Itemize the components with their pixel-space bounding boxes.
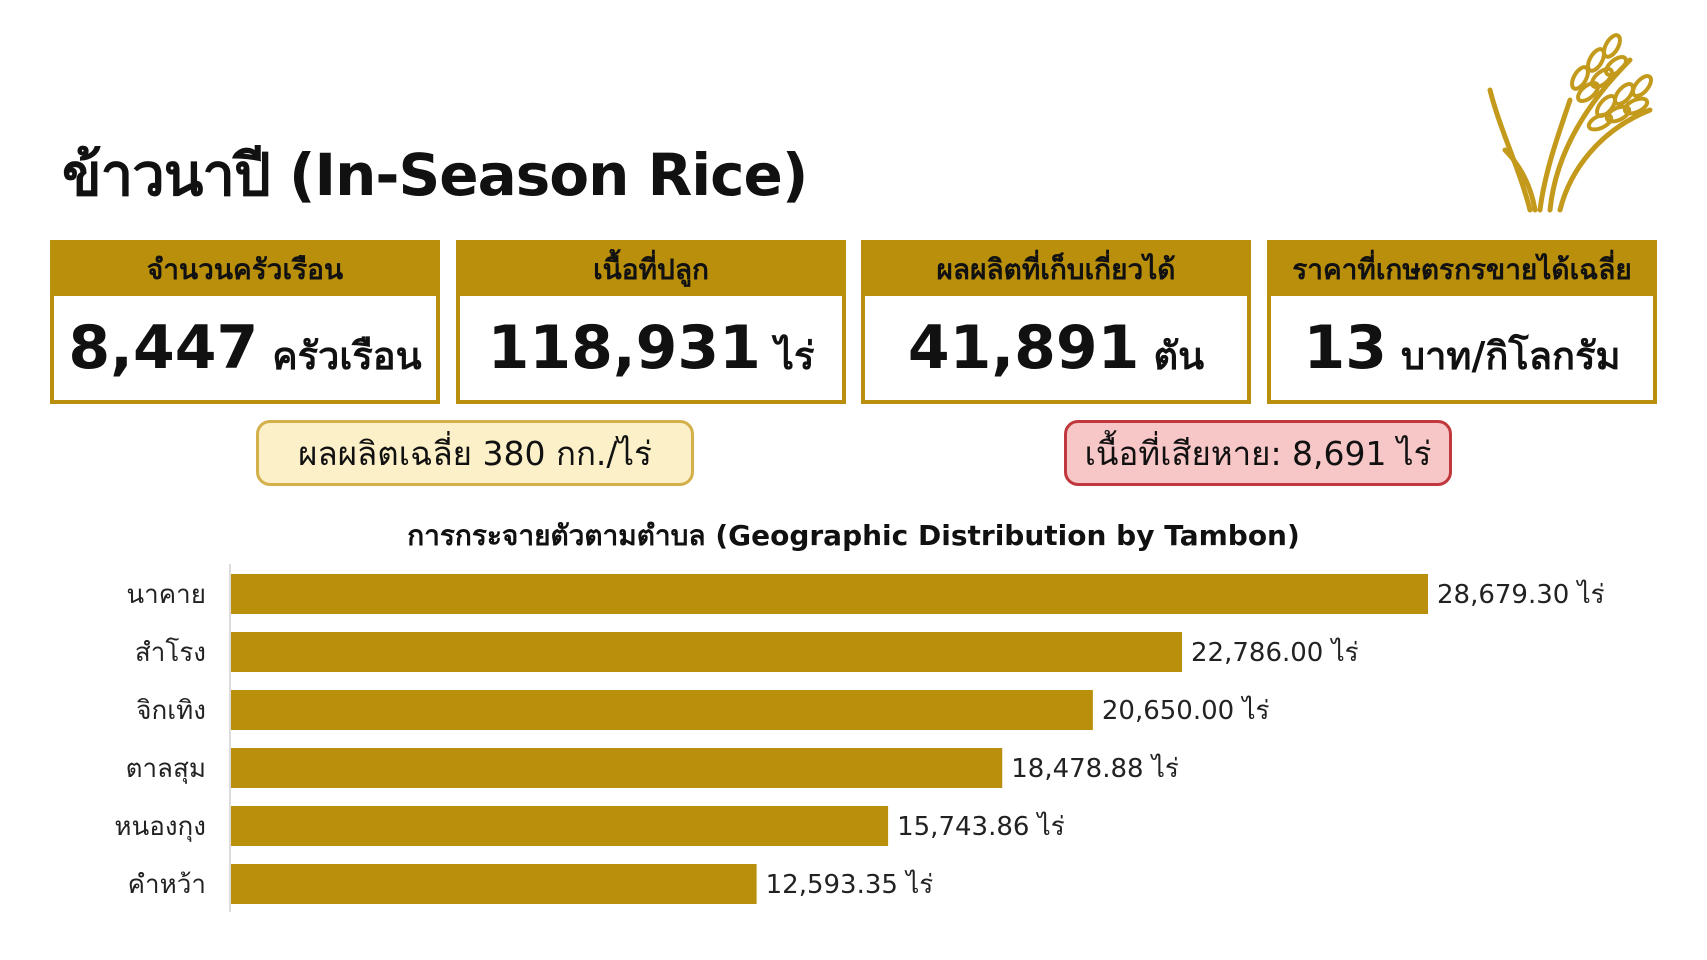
- stat-unit: ครัวเรือน: [272, 333, 422, 378]
- stat-unit: ตัน: [1153, 333, 1205, 378]
- value-label: 18,478.88 ไร่: [1011, 753, 1179, 784]
- category-label: ตาลสุม: [126, 754, 206, 784]
- bar: [231, 690, 1093, 730]
- bar: [231, 632, 1183, 672]
- category-label: จิกเทิง: [136, 696, 206, 726]
- stat-value: 118,931: [487, 313, 761, 383]
- bar: [231, 864, 757, 904]
- category-label: คำหว้า: [128, 870, 206, 900]
- category-label: สำโรง: [135, 637, 206, 668]
- stat-label: จำนวนครัวเรือน: [54, 244, 436, 296]
- bar: [231, 574, 1428, 614]
- damaged-area-badge: เนื้อที่เสียหาย: 8,691 ไร่: [1064, 420, 1452, 486]
- stat-card-planted-area: เนื้อที่ปลูก 118,931 ไร่: [456, 240, 846, 404]
- stat-unit: ไร่: [774, 333, 815, 378]
- chart-title: การกระจายตัวตามตำบล (Geographic Distribu…: [407, 519, 1300, 552]
- bar: [231, 748, 1003, 788]
- stat-label: ผลผลิตที่เก็บเกี่ยวได้: [865, 244, 1247, 296]
- category-label: นาคาย: [126, 580, 206, 610]
- stat-card-price: ราคาที่เกษตรกรขายได้เฉลี่ย 13 บาท/กิโลกร…: [1267, 240, 1657, 404]
- category-label: หนองกุง: [114, 812, 206, 842]
- stat-value: 8,447: [68, 313, 259, 383]
- stat-card-harvest: ผลผลิตที่เก็บเกี่ยวได้ 41,891 ตัน: [861, 240, 1251, 404]
- stat-unit: บาท/กิโลกรัม: [1400, 333, 1621, 378]
- stat-label: เนื้อที่ปลูก: [460, 244, 842, 296]
- bar: [231, 806, 889, 846]
- value-label: 12,593.35 ไร่: [766, 869, 934, 900]
- bar-chart: นาคาย 28,679.30 ไร่สำโรง 22,786.00 ไร่จิกเ…: [114, 564, 1605, 912]
- value-label: 20,650.00 ไร่: [1102, 695, 1270, 726]
- value-label: 28,679.30 ไร่: [1437, 579, 1605, 610]
- rice-stalk-icon: [1487, 33, 1653, 213]
- stat-value: 13: [1303, 313, 1387, 383]
- stat-label: ราคาที่เกษตรกรขายได้เฉลี่ย: [1271, 244, 1653, 296]
- stat-value: 41,891: [907, 313, 1140, 383]
- value-label: 15,743.86 ไร่: [897, 811, 1065, 842]
- value-label: 22,786.00 ไร่: [1191, 637, 1359, 668]
- page-title: ข้าวนาปี (In-Season Rice): [62, 141, 808, 209]
- stat-card-households: จำนวนครัวเรือน 8,447 ครัวเรือน: [50, 240, 440, 404]
- average-yield-badge: ผลผลิตเฉลี่ย 380 กก./ไร่: [256, 420, 694, 486]
